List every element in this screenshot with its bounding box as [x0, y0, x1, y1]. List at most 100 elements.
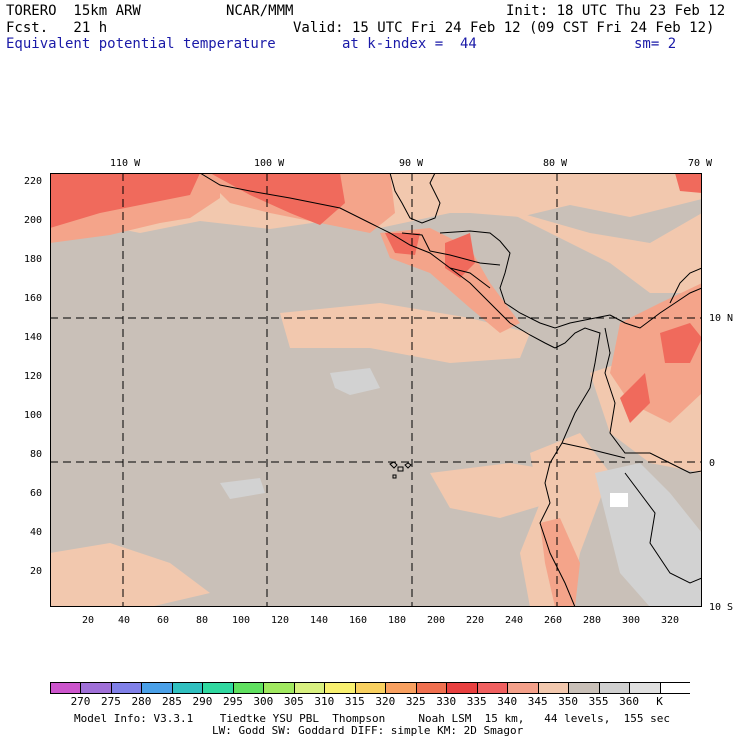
smoothing-label: sm= 2	[634, 36, 677, 52]
colorbar-label: 315	[344, 695, 365, 708]
coast-caribbean	[439, 230, 611, 329]
border-col-ven	[604, 327, 702, 474]
field-cool-blob2	[220, 478, 265, 499]
colorbar-swatch	[111, 683, 143, 693]
y-tick: 100	[24, 410, 43, 421]
y-tick: 20	[30, 566, 43, 577]
field-hot-mexico	[210, 173, 345, 225]
coast-mexico	[199, 173, 556, 349]
colorbar-swatch	[386, 683, 417, 693]
colorbar-label: 310	[314, 695, 335, 708]
colorbar-label: 340	[497, 695, 518, 708]
field-hot-nw	[50, 173, 200, 228]
colorbar-label: 305	[283, 695, 304, 708]
field-hot-ne	[675, 173, 702, 193]
colorbar-label: 355	[588, 695, 609, 708]
coastlines	[199, 173, 702, 607]
lon-label-70w: 70 W	[688, 158, 713, 169]
y-tick: 80	[30, 449, 43, 460]
x-tick: 140	[310, 615, 329, 626]
coast-sa-north	[609, 287, 702, 329]
lon-label-80w: 80 W	[543, 158, 568, 169]
x-tick: 40	[118, 615, 131, 626]
field-hot-guat	[385, 233, 420, 255]
colorbar-label: 290	[192, 695, 213, 708]
x-tick: 80	[196, 615, 209, 626]
colorbar	[50, 682, 691, 694]
lat-label-10s: 10 S	[709, 602, 734, 613]
map-border	[50, 173, 702, 607]
colorbar-label: 270	[70, 695, 91, 708]
lat-label-0: 0	[709, 458, 716, 469]
map-canvas	[50, 173, 702, 607]
galapagos-2	[397, 466, 404, 472]
y-tick: 40	[30, 527, 43, 538]
y-tick: 120	[24, 371, 43, 382]
field-name: Equivalent potential temperature	[6, 36, 276, 52]
border-ca2	[429, 250, 501, 266]
x-tick: 300	[622, 615, 641, 626]
lat-label-10n: 10 N	[709, 313, 734, 324]
border-ca1	[401, 232, 431, 252]
x-tick: 320	[661, 615, 680, 626]
colorbar-swatch	[355, 683, 387, 693]
field-warmer-coast	[540, 518, 580, 607]
x-tick: 200	[427, 615, 446, 626]
colorbar-label: 350	[558, 695, 579, 708]
y-tick: 200	[24, 215, 43, 226]
galapagos-3	[404, 462, 412, 469]
field-hot-hond	[445, 233, 475, 278]
colorbar-swatch	[447, 683, 478, 693]
colorbar-label: 285	[162, 695, 182, 708]
lon-label-100w: 100 W	[254, 158, 285, 169]
colorbar-label: 345	[527, 695, 548, 708]
colorbar-swatch	[172, 683, 204, 693]
map-panel	[50, 173, 702, 607]
organization-label: NCAR/MMM	[226, 3, 294, 19]
colorbar-label: 300	[253, 695, 274, 708]
y-tick: 60	[30, 488, 43, 499]
level-label: at k-index = 44	[342, 36, 477, 52]
lon-label-90w: 90 W	[399, 158, 424, 169]
colorbar-swatch	[51, 683, 82, 693]
x-tick: 260	[544, 615, 563, 626]
colorbar-swatch	[325, 683, 356, 693]
x-tick: 220	[466, 615, 485, 626]
x-tick: 240	[505, 615, 524, 626]
colorbar-swatch	[142, 683, 173, 693]
colorbar-swatch	[264, 683, 295, 693]
x-tick: 280	[583, 615, 602, 626]
x-tick: 20	[82, 615, 95, 626]
forecast-hour: Fcst. 21 h	[6, 20, 108, 36]
colorbar-label: 275	[101, 695, 121, 708]
field-warm-sw	[50, 543, 210, 607]
colorbar-label: 360	[619, 695, 640, 708]
field-white-patch	[610, 493, 628, 507]
y-tick: 220	[24, 176, 43, 187]
colorbar-label: 330	[436, 695, 457, 708]
valid-time: Valid: 15 UTC Fri 24 Feb 12 (09 CST Fri …	[293, 20, 715, 36]
border-ca3	[449, 267, 491, 289]
colorbar-swatch	[203, 683, 234, 693]
colorbar-label: 335	[466, 695, 487, 708]
colorbar-swatch	[569, 683, 600, 693]
y-tick: 180	[24, 254, 43, 265]
field-hot-col	[660, 323, 702, 363]
init-time: Init: 18 UTC Thu 23 Feb 12	[506, 3, 726, 19]
colorbar-swatch	[477, 683, 509, 693]
x-tick: 100	[232, 615, 251, 626]
x-tick: 160	[349, 615, 368, 626]
colorbar-label: 280	[131, 695, 152, 708]
x-tick: 60	[157, 615, 170, 626]
colorbar-swatch	[538, 683, 570, 693]
colorbar-label: 325	[405, 695, 426, 708]
physics-info: LW: Godd SW: Goddard DIFF: simple KM: 2D…	[212, 724, 524, 737]
colorbar-swatch	[294, 683, 326, 693]
coast-sa-west	[539, 327, 601, 607]
field-cool-blob	[330, 368, 380, 395]
lon-label-110w: 110 W	[110, 158, 141, 169]
y-tick: 140	[24, 332, 43, 343]
colorbar-swatch	[81, 683, 112, 693]
colorbar-swatch	[416, 683, 448, 693]
coast-yucatan	[389, 173, 441, 224]
